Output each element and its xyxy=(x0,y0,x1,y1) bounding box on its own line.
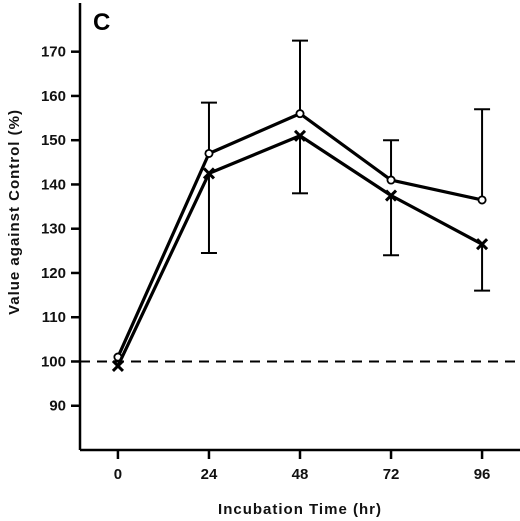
x-tick-label-3: 72 xyxy=(383,466,400,483)
y-ticks: 90 100 110 120 130 140 150 160 170 xyxy=(41,44,80,415)
series-2-point-4 xyxy=(476,238,489,251)
series-1 xyxy=(113,39,491,362)
series-1-error-bar-4 xyxy=(474,108,491,200)
y-tick-label-6: 150 xyxy=(41,132,66,149)
x-tick-label-2: 48 xyxy=(292,466,309,483)
x-axis-title: Incubation Time (hr) xyxy=(218,501,382,518)
series-2-error-bar-2 xyxy=(292,135,308,195)
series-2-error-bar-4 xyxy=(474,244,491,292)
series-2-error-bar-1 xyxy=(200,173,217,255)
y-axis-title: Value against Control (%) xyxy=(6,109,23,315)
x-tick-label-4: 96 xyxy=(474,466,491,483)
series-1-point-2 xyxy=(295,109,305,119)
y-tick-label-1: 100 xyxy=(41,353,66,370)
y-tick-label-2: 110 xyxy=(42,309,66,326)
y-tick-label-7: 160 xyxy=(41,88,66,105)
series-layer xyxy=(111,39,491,372)
series-2-point-0 xyxy=(111,359,124,372)
series-1-error-bar-3 xyxy=(383,139,400,181)
x-ticks: 0 24 48 72 96 xyxy=(114,450,491,483)
series-1-point-1 xyxy=(204,148,214,158)
y-tick-label-4: 130 xyxy=(41,221,66,238)
y-tick-label-8: 170 xyxy=(41,44,66,61)
series-2-error-bar-3 xyxy=(383,195,400,257)
series-2 xyxy=(111,129,491,372)
series-1-error-bar-1 xyxy=(200,101,217,154)
y-tick-label-5: 140 xyxy=(41,176,66,193)
series-1-error-bar-2 xyxy=(292,39,308,114)
series-1-point-3 xyxy=(386,175,396,185)
series-2-point-1 xyxy=(202,167,216,180)
series-1-point-4 xyxy=(477,195,487,205)
x-tick-label-1: 24 xyxy=(201,466,218,483)
series-2-point-2 xyxy=(293,129,307,142)
x-tick-label-0: 0 xyxy=(114,466,122,483)
y-tick-label-0: 90 xyxy=(49,398,66,415)
y-tick-label-3: 120 xyxy=(41,265,66,282)
panel-label: C xyxy=(93,9,110,36)
series-2-point-3 xyxy=(384,189,398,202)
